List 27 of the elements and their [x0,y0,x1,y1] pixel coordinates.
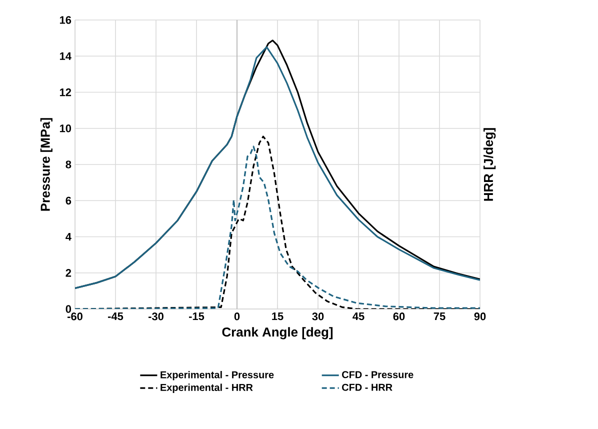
x-tick-label: 0 [234,312,240,320]
x-tick-label: -15 [189,312,204,320]
legend-label: CFD - HRR [342,384,392,391]
y-tick-label: 0 [66,305,72,313]
x-tick-label: -60 [68,312,82,320]
x-axis-title: Crank Angle [deg] [222,327,333,340]
y-tick-label: 10 [60,124,72,132]
y-tick-label: 4 [66,232,72,241]
y-tick-label: 14 [60,52,72,60]
y-tick-label: 2 [66,269,72,277]
x-tick-label: 45 [352,312,364,320]
y-tick-label: 8 [66,160,72,168]
y-tick-label: 16 [60,16,72,24]
legend-label: Experimental - HRR [160,384,253,393]
x-tick-label: 15 [272,312,284,320]
x-tick-label: 90 [474,312,486,320]
y2-axis-title: HRR [J/deg] [484,128,496,201]
legend-label: CFD - Pressure [342,371,414,378]
x-tick-label: 30 [312,312,324,320]
legend-label: Experimental - Pressure [160,370,274,380]
x-tick-label: 60 [393,312,405,320]
y-tick-label: 12 [60,88,72,96]
x-tick-label: -30 [148,312,164,320]
y-tick-label: 6 [66,196,72,205]
x-tick-label: 75 [434,312,446,320]
x-tick-label: -45 [108,312,124,320]
y-axis-title: Pressure [MPa] [40,118,52,211]
